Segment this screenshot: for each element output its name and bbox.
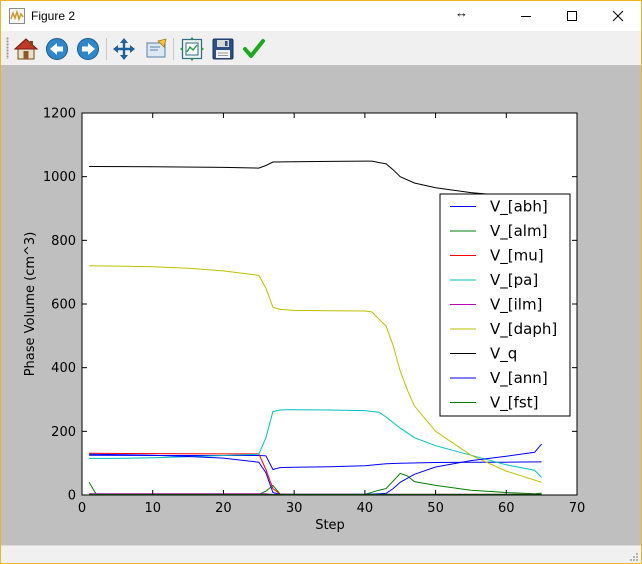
toolbar-separator	[173, 38, 174, 60]
y-tick-label: 0	[68, 489, 76, 504]
axis-ticks: 0 10 20 30 40 50 60 70 0 200 400 600 800 1000 1200	[43, 107, 585, 517]
figure-canvas[interactable]: 0 10 20 30 40 50 60 70 0 200 400 600 800 1000 1200 Ste…	[1, 65, 641, 545]
window-title: Figure 2	[31, 9, 76, 23]
subplots-button[interactable]	[179, 36, 205, 62]
close-button[interactable]	[595, 1, 641, 31]
series-line-0	[89, 454, 542, 471]
x-tick-label: 20	[215, 501, 232, 516]
back-button[interactable]	[44, 36, 70, 62]
legend-label-7: V_[ann]	[490, 369, 548, 388]
figure-app-icon	[9, 8, 25, 24]
title-bar[interactable]: Figure 2 ↔	[1, 1, 641, 31]
save-button[interactable]	[210, 36, 236, 62]
legend-label-1: V_[alm]	[490, 222, 547, 241]
checkmark-icon	[243, 39, 265, 58]
zoom-button[interactable]	[143, 36, 169, 62]
home-button[interactable]	[13, 36, 39, 62]
forward-button[interactable]	[75, 36, 101, 62]
toolbar-separator	[106, 38, 107, 60]
home-icon	[14, 38, 38, 60]
series-line-3	[89, 409, 542, 478]
x-tick-label: 30	[286, 501, 303, 516]
maximize-button[interactable]	[549, 1, 595, 31]
arrow-right-icon	[77, 38, 99, 60]
legend-label-4: V_[ilm]	[490, 296, 542, 315]
resize-cursor-icon: ↔	[455, 5, 468, 20]
y-tick-label: 1200	[43, 107, 76, 122]
series-line-5	[89, 265, 542, 483]
phase-volume-chart[interactable]: 0 10 20 30 40 50 60 70 0 200 400 600 800 1000 1200 Ste…	[1, 65, 641, 545]
x-tick-label: 50	[427, 501, 444, 516]
y-tick-label: 200	[51, 425, 76, 440]
series-lines	[88, 160, 542, 495]
legend-label-8: V_[fst]	[490, 394, 538, 413]
legend-label-0: V_[abh]	[490, 198, 548, 217]
maximize-icon	[567, 11, 577, 21]
move-icon	[113, 38, 135, 60]
y-tick-label: 400	[51, 361, 76, 376]
x-axis-label: Step	[315, 518, 345, 533]
x-tick-label: 10	[144, 501, 161, 516]
subplots-icon	[180, 37, 204, 61]
toolbar-grip[interactable]	[6, 37, 9, 59]
legend: V_[abh] V_[alm] V_[mu] V_[pa] V_[ilm] V_[daph…	[439, 193, 571, 417]
y-tick-label: 1000	[43, 170, 76, 185]
series-line-6	[89, 160, 542, 198]
x-tick-label: 40	[357, 501, 374, 516]
legend-label-6: V_q	[490, 345, 517, 364]
minimize-button[interactable]	[503, 1, 549, 31]
pan-button[interactable]	[111, 36, 137, 62]
y-tick-label: 600	[51, 298, 76, 313]
legend-label-3: V_[pa]	[490, 271, 538, 290]
legend-label-2: V_[mu]	[490, 247, 544, 266]
y-tick-label: 800	[51, 234, 76, 249]
x-tick-label: 70	[569, 501, 586, 516]
resize-grip-icon[interactable]	[629, 552, 639, 562]
floppy-icon	[212, 38, 234, 60]
x-tick-label: 0	[78, 501, 86, 516]
x-tick-label: 60	[498, 501, 515, 516]
legend-label-5: V_[daph]	[490, 320, 557, 339]
minimize-icon	[521, 16, 531, 17]
y-axis-label: Phase Volume (cm^3)	[23, 232, 38, 377]
edit-axes-button[interactable]	[241, 36, 267, 62]
arrow-left-icon	[46, 38, 68, 60]
close-icon	[612, 10, 624, 22]
status-bar	[1, 545, 641, 563]
navigation-toolbar	[1, 31, 641, 65]
zoom-rect-icon	[146, 38, 167, 58]
